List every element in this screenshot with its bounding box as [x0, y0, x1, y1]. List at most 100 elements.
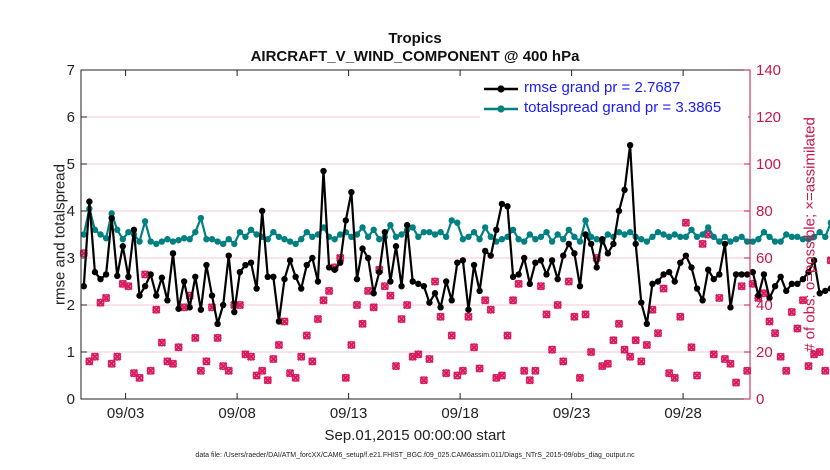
obs-possible-point [235, 300, 244, 309]
obs-assimilated-point [168, 359, 178, 368]
obs-possible-point [297, 352, 306, 361]
totalspread-point [822, 233, 829, 241]
rmse-point [86, 198, 93, 205]
totalspread-point [208, 236, 216, 243]
totalspread-point [91, 226, 99, 233]
obs-possible-point [659, 284, 668, 293]
rmse-point [755, 292, 762, 299]
rmse-point [337, 259, 344, 266]
totalspread-point [387, 221, 394, 229]
obs-possible-point [113, 352, 122, 361]
obs-possible-point [319, 296, 328, 305]
rmse-point [783, 287, 790, 295]
obs-assimilated-point [492, 373, 501, 383]
rmse-point [771, 283, 779, 290]
totalspread-point [442, 233, 450, 241]
obs-possible-point [213, 333, 222, 342]
totalspread-point [626, 228, 634, 236]
obs-assimilated-point [637, 357, 646, 366]
rmse-point [760, 271, 768, 278]
rmse-point [247, 259, 255, 266]
totalspread-point [677, 233, 684, 241]
totalspread-point [710, 233, 717, 241]
x-tick-label: 09/28 [664, 405, 702, 422]
totalspread-point [794, 233, 801, 241]
obs-possible-point [821, 366, 830, 375]
totalspread-point [465, 233, 472, 241]
rmse-point [749, 268, 756, 276]
obs-assimilated-point [430, 277, 440, 286]
totalspread-point [827, 219, 830, 226]
totalspread-point [693, 233, 701, 241]
rmse-point [214, 320, 221, 327]
legend-item-rmse: rmse grand pr = 2.7687 [480, 79, 748, 99]
obs-possible-point [258, 366, 267, 375]
obs-possible-point [737, 282, 746, 291]
totalspread-point [810, 233, 818, 241]
rmse-point [699, 297, 706, 304]
rmse-point [370, 290, 377, 297]
obs-assimilated-point [731, 378, 741, 387]
rmse-point [548, 257, 556, 264]
obs-possible-point [776, 352, 785, 361]
totalspread-point [755, 236, 762, 243]
obs-possible-point [665, 369, 674, 378]
totalspread-point [415, 233, 422, 241]
totalspread-point [320, 224, 327, 231]
obs-assimilated-point [386, 291, 395, 300]
obs-possible-point [609, 336, 618, 345]
rmse-point [197, 306, 205, 313]
obs-possible-point [358, 319, 367, 328]
obs-possible-point [369, 303, 378, 312]
rmse-point [208, 292, 216, 299]
totalspread-point [114, 226, 121, 233]
totalspread-point [699, 231, 706, 238]
obs-possible-point [481, 296, 490, 305]
chart-subtitle: AIRCRAFT_V_WIND_COMPONENT @ 400 hPa [250, 48, 580, 65]
obs-possible-point [620, 345, 629, 354]
rmse-point [632, 240, 639, 248]
obs-possible-point [559, 357, 568, 366]
axes: 0 1 2 3 4 5 6 7 0 20 40 60 80 100 120 140 09/03 09/08 09/1… [67, 62, 781, 422]
totalspread-point [654, 228, 662, 236]
obs-assimilated-point [101, 293, 111, 303]
obs-possible-point [626, 352, 635, 361]
totalspread-point [621, 231, 628, 238]
obs-possible-point [219, 362, 228, 371]
y-left-tick-label: 6 [67, 109, 75, 126]
obs-possible-point [575, 373, 584, 382]
rmse-point [727, 304, 734, 311]
obs-possible-point [642, 340, 651, 349]
obs-assimilated-point [692, 371, 702, 380]
obs-possible-point [826, 256, 830, 265]
obs-possible-point [157, 338, 166, 347]
totalspread-point [476, 236, 483, 243]
obs-possible-point [263, 376, 272, 385]
rmse-point [732, 271, 740, 278]
obs-possible-point [196, 366, 205, 375]
obs-assimilated-point [414, 350, 423, 359]
rmse-point [403, 221, 411, 229]
obs-possible-point [732, 378, 741, 387]
obs-assimilated-point [514, 279, 523, 289]
obs-possible-point [693, 371, 702, 380]
obs-possible-point [486, 305, 495, 314]
obs-possible-point [274, 340, 283, 349]
rmse-point [242, 261, 249, 269]
obs-assimilated-point [620, 345, 629, 354]
rmse-point [487, 252, 494, 259]
obs-assimilated-point [458, 366, 468, 375]
obs-possible-point [403, 300, 412, 309]
obs-assimilated-point [765, 317, 774, 326]
obs-assimilated-point [659, 284, 668, 293]
rmse-point [688, 264, 695, 271]
obs-assimilated-point [152, 305, 161, 314]
totalspread-point [665, 233, 673, 241]
obs-assimilated-point [469, 343, 479, 352]
rmse-point [392, 243, 400, 250]
totalspread-point [303, 228, 310, 236]
rmse-point [359, 245, 366, 252]
obs-assimilated-point [241, 350, 250, 359]
obs-assimilated-point [782, 366, 791, 375]
rmse-point [431, 290, 439, 297]
